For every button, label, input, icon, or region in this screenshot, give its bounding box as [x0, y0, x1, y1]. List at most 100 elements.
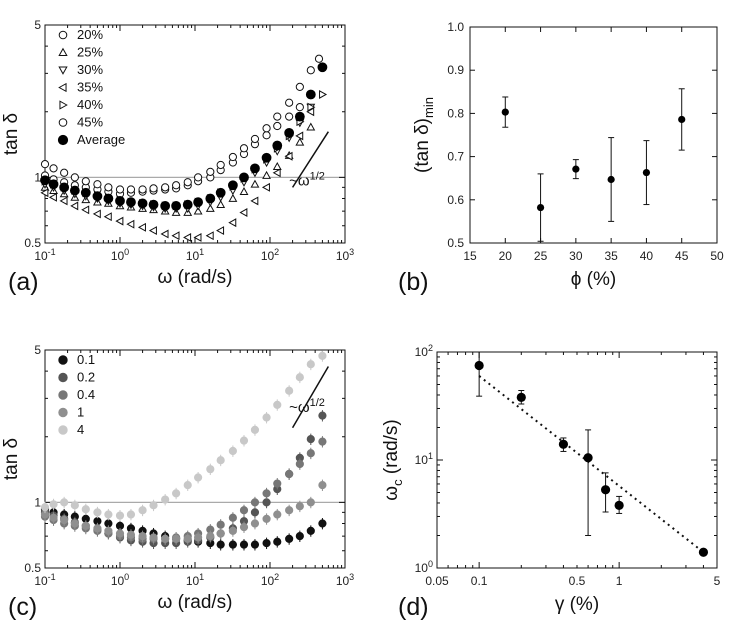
y-axis-label: tan δ	[1, 438, 22, 480]
y-tick-label: 101	[415, 451, 433, 467]
x-tick-label: 15	[463, 249, 477, 263]
panel-b-chart: 15 20 25 30 35 40 45 50 0.5 0.6 0.7 0.8 0.9 1.0 ϕ (%) (…	[412, 20, 724, 290]
data-point	[273, 400, 282, 409]
data-point	[137, 222, 146, 232]
y-tick-label: 5	[34, 343, 41, 357]
data-point	[60, 168, 69, 177]
y-tick-label: 0.9	[447, 63, 464, 77]
data-point	[49, 513, 58, 522]
data-point	[126, 219, 135, 229]
data-point	[318, 411, 327, 420]
data-point	[80, 187, 91, 198]
data-point	[216, 199, 226, 208]
data-point	[239, 208, 248, 217]
data-point	[81, 521, 90, 530]
data-point	[285, 506, 294, 515]
y-tick-label: 1.0	[447, 20, 464, 34]
fit-line	[478, 375, 705, 554]
x-tick-label: 103	[336, 247, 354, 263]
y-tick-label: 102	[415, 343, 433, 359]
data-point	[239, 144, 249, 153]
x-tick-label: 0.5	[569, 574, 586, 588]
y-axis-label: ωc (rad/s)	[381, 419, 405, 501]
data-point	[306, 107, 315, 117]
data-point	[93, 524, 102, 533]
data-point	[171, 200, 182, 211]
legend-marker	[58, 118, 68, 127]
data-point	[81, 205, 90, 215]
y-tick-label: 0.5	[24, 561, 41, 575]
data-point	[239, 436, 249, 445]
data-point	[317, 62, 328, 73]
data-point	[48, 179, 59, 190]
data-point	[149, 184, 158, 193]
data-point	[194, 533, 203, 542]
data-point	[81, 177, 90, 186]
data-point	[614, 500, 624, 510]
x-tick-label: 102	[261, 247, 279, 263]
data-point	[285, 469, 294, 479]
data-point	[193, 206, 203, 215]
data-point	[60, 498, 69, 507]
data-point	[49, 500, 58, 509]
legend-label: 35%	[77, 80, 103, 95]
slope-annotation: ~ω1/2	[289, 170, 325, 189]
data-point	[81, 505, 90, 514]
data-point	[607, 175, 615, 184]
data-point	[228, 513, 237, 522]
data-point	[572, 165, 580, 173]
data-point	[262, 489, 271, 498]
data-point	[285, 98, 294, 107]
data-point	[70, 173, 79, 182]
data-point	[698, 547, 709, 557]
panel-label-a: (a)	[8, 268, 39, 296]
data-point	[262, 170, 272, 179]
data-point	[228, 540, 237, 549]
x-axis-label: γ (%)	[555, 594, 599, 615]
data-point	[273, 537, 282, 546]
legend-label: 4	[77, 422, 84, 437]
data-point	[48, 192, 57, 202]
data-point	[49, 164, 58, 173]
legend-label: 0.2	[77, 370, 95, 385]
y-tick-label: 1	[34, 495, 41, 509]
x-tick-label: 0.05	[425, 574, 449, 588]
data-point	[69, 185, 80, 196]
data-point	[160, 229, 169, 239]
data-point	[93, 508, 102, 517]
data-point	[306, 498, 315, 507]
data-point	[137, 198, 148, 209]
data-point	[228, 152, 237, 162]
data-point	[216, 160, 225, 170]
data-point	[138, 532, 147, 541]
data-point	[678, 115, 686, 124]
data-point	[558, 439, 569, 449]
data-point	[115, 216, 124, 226]
data-point	[59, 182, 70, 193]
data-point	[318, 437, 327, 446]
data-point	[306, 449, 315, 458]
legend-marker	[57, 134, 69, 146]
data-point	[250, 425, 260, 435]
data-point	[261, 152, 272, 163]
legend-marker	[58, 425, 68, 435]
x-axis-label: ω (rad/s)	[157, 267, 232, 288]
y-tick-label: 0.8	[447, 106, 464, 120]
data-point	[306, 435, 315, 444]
data-point	[262, 131, 271, 140]
y-tick-label: 0.6	[447, 193, 464, 207]
data-point	[161, 534, 170, 543]
data-point	[273, 112, 282, 121]
data-point	[250, 163, 260, 174]
data-point	[295, 502, 304, 511]
data-point	[126, 510, 136, 519]
legend-marker	[58, 390, 68, 400]
y-tick-label: 0.7	[447, 150, 464, 164]
data-point	[600, 485, 611, 495]
data-point	[273, 479, 282, 488]
x-tick-label: 102	[261, 572, 279, 588]
data-point	[215, 187, 226, 198]
data-point	[172, 181, 181, 190]
x-tick-label: 30	[569, 249, 583, 263]
